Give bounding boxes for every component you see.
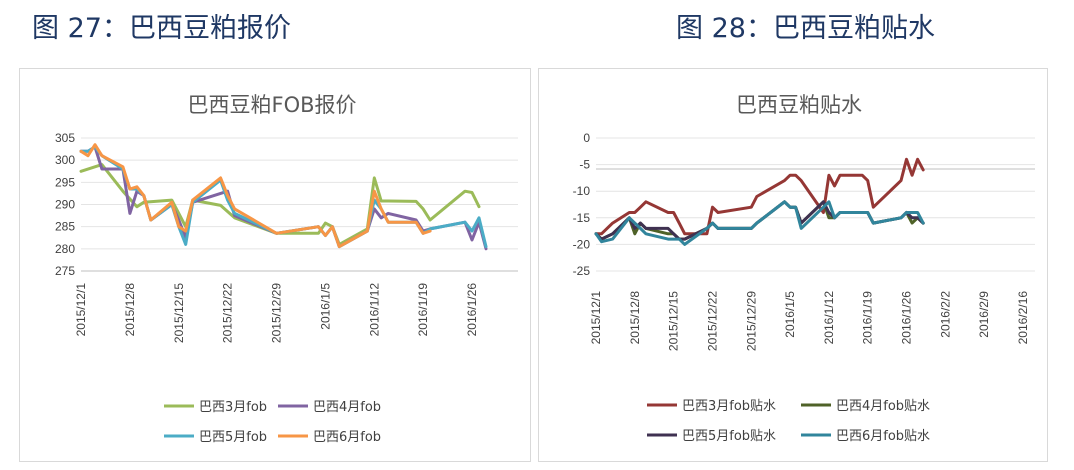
y-tick-label: 295: [55, 175, 75, 189]
fob-price-chart-panel: 巴西豆粕FOB报价 275 280 285 290 295 300 305 2015/12/1 2…: [19, 68, 531, 462]
series-line-1: [79, 163, 481, 246]
x-tick-label: 2016/2/2: [938, 291, 952, 338]
chart-title: 巴西豆粕贴水: [736, 93, 862, 117]
x-tick-label: 2016/1/5: [318, 283, 332, 330]
x-tick-label: 2015/12/15: [172, 283, 186, 343]
series-line-1: [594, 157, 925, 236]
y-tick-label: -5: [579, 158, 590, 172]
x-tick-label: 2016/1/12: [367, 283, 381, 337]
series-line-4: [79, 143, 432, 249]
figure-28-caption: 图 28：巴西豆粕贴水: [676, 13, 935, 44]
y-tick-label: 285: [55, 220, 75, 234]
y-tick-label: 305: [55, 131, 75, 145]
x-tick-label: 2015/12/1: [589, 291, 603, 345]
x-tick-label: 2016/1/26: [465, 283, 479, 337]
legend-item-1: 巴西3月fob贴水: [647, 399, 776, 414]
x-tick-label: 2015/12/8: [628, 291, 642, 345]
x-tick-label: 2015/12/29: [270, 283, 284, 343]
y-tick-label: 290: [55, 198, 75, 212]
y-tick-label: 0: [583, 131, 590, 145]
series-line-4: [594, 200, 925, 246]
legend-label: 巴西4月fob: [313, 400, 381, 415]
x-tick-label: 2016/2/16: [1016, 291, 1030, 345]
y-tick-label: -20: [573, 237, 591, 251]
fob-price-chart: 巴西豆粕FOB报价 275 280 285 290 295 300 305 2015/12/1 2…: [55, 93, 518, 445]
legend-item-3: 巴西5月fob: [164, 430, 267, 445]
legend-item-3: 巴西5月fob贴水: [647, 429, 776, 444]
y-tick-label: 280: [55, 242, 75, 256]
legend-item-2: 巴西4月fob贴水: [801, 399, 930, 414]
x-tick-label: 2016/1/5: [783, 291, 797, 338]
x-tick-label: 2015/12/22: [221, 283, 235, 343]
chart-title: 巴西豆粕FOB报价: [187, 93, 356, 117]
legend-item-2: 巴西4月fob: [278, 400, 381, 415]
x-tick-label: 2015/12/22: [705, 291, 719, 351]
x-tick-label: 2016/1/12: [822, 291, 836, 345]
legend-item-4: 巴西6月fob: [278, 430, 381, 445]
x-tick-label: 2015/12/1: [74, 283, 88, 337]
x-tick-label: 2016/1/19: [861, 291, 875, 345]
y-tick-label: 300: [55, 153, 75, 167]
premium-chart-panel: 巴西豆粕贴水 -25 -20 -15 -10 -5 0 2015/12/1 2015/12/8 2…: [538, 68, 1048, 462]
legend-label: 巴西5月fob: [199, 430, 267, 445]
y-tick-label: -25: [573, 264, 591, 278]
x-tick-label: 2016/2/9: [977, 291, 991, 338]
x-tick-label: 2015/12/29: [744, 291, 758, 351]
legend-item-1: 巴西3月fob: [164, 400, 267, 415]
y-tick-label: -15: [573, 211, 591, 225]
figure-27-caption: 图 27：巴西豆粕报价: [32, 13, 291, 44]
x-tick-label: 2015/12/8: [123, 283, 137, 337]
y-tick-label: 275: [55, 264, 75, 278]
legend-item-4: 巴西6月fob贴水: [801, 429, 930, 444]
legend-label: 巴西5月fob贴水: [682, 429, 776, 444]
x-tick-label: 2016/1/19: [416, 283, 430, 337]
legend-label: 巴西6月fob: [313, 430, 381, 445]
x-tick-label: 2016/1/26: [900, 291, 914, 345]
premium-chart: 巴西豆粕贴水 -25 -20 -15 -10 -5 0 2015/12/1 2015/12/8 2…: [573, 93, 1035, 444]
legend-label: 巴西3月fob: [199, 400, 267, 415]
legend-label: 巴西6月fob贴水: [836, 429, 930, 444]
legend-label: 巴西3月fob贴水: [682, 399, 776, 414]
legend-label: 巴西4月fob贴水: [836, 399, 930, 414]
x-tick-label: 2015/12/15: [667, 291, 681, 351]
y-tick-label: -10: [573, 184, 591, 198]
